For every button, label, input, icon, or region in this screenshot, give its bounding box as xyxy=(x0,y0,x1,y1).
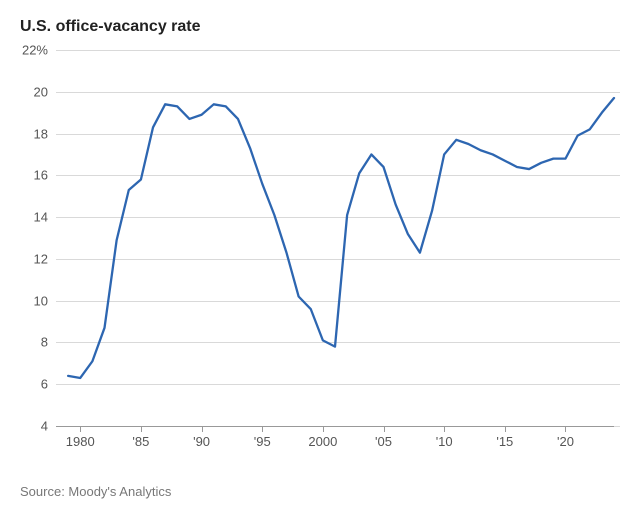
series-line-vacancy-rate xyxy=(68,98,614,378)
plot-area: 46810121416182022%1980'85'90'952000'05'1… xyxy=(20,42,620,450)
chart-title: U.S. office-vacancy rate xyxy=(20,18,620,36)
line-layer xyxy=(20,42,620,450)
source-text: Source: Moody's Analytics xyxy=(20,484,620,499)
chart-container: U.S. office-vacancy rate 468101214161820… xyxy=(0,0,640,508)
